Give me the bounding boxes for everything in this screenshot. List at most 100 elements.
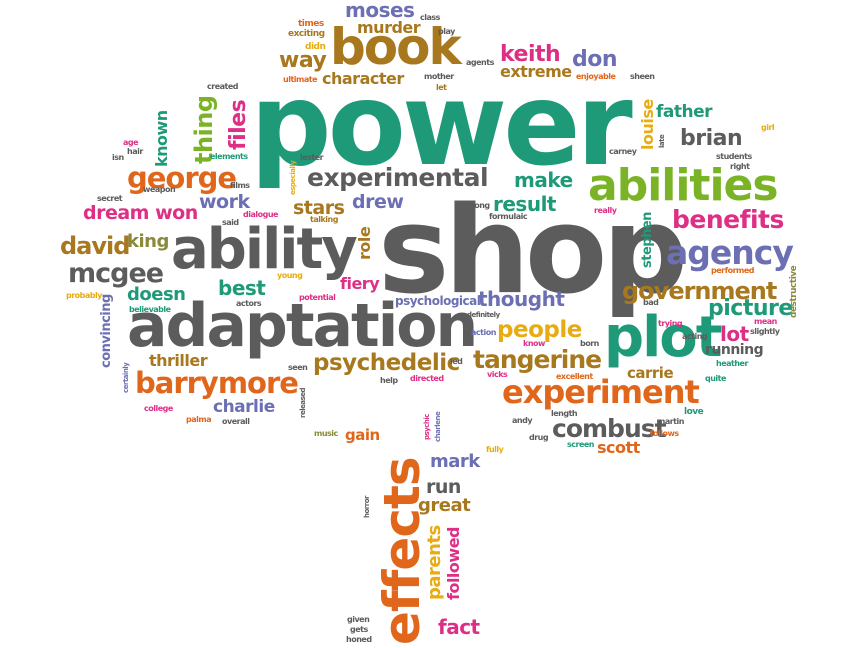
word-let: let [436, 83, 447, 92]
word-times: times [298, 19, 324, 29]
word-charlene: charlene [434, 411, 442, 442]
word-picture: picture [708, 296, 793, 321]
word-fully: fully [486, 445, 504, 454]
word-psychic: psychic [423, 414, 431, 440]
word-people: people [497, 317, 582, 343]
word-murder: murder [357, 18, 421, 37]
word-keith: keith [500, 42, 561, 67]
word-carrie: carrie [627, 364, 674, 382]
word-quite: quite [705, 374, 726, 383]
word-play: play [438, 27, 455, 36]
word-scott: scott [597, 438, 640, 457]
word-agents: agents [466, 58, 494, 67]
word-drew: drew [352, 191, 404, 213]
word-palma: palma [186, 415, 212, 424]
word-make: make [514, 168, 573, 192]
word-gets: gets [350, 625, 368, 634]
word-government: government [622, 277, 777, 305]
word-known: known [152, 110, 171, 167]
word-led: led [450, 357, 463, 366]
word-directed: directed [410, 374, 444, 383]
word-moses: moses [345, 0, 415, 22]
word-length: length [551, 409, 578, 418]
word-help: help [380, 376, 398, 385]
word-didn: didn [305, 42, 326, 52]
word-stars: stars [293, 197, 345, 219]
word-father: father [656, 102, 713, 122]
word-heather: heather [716, 359, 748, 368]
word-result: result [493, 192, 557, 216]
word-released: released [299, 388, 307, 418]
word-know: know [523, 339, 545, 348]
word-plot: plot [604, 305, 723, 370]
word-abilities: abilities [588, 160, 779, 211]
word-thriller: thriller [149, 351, 208, 370]
word-college: college [144, 404, 173, 413]
word-certainly: certainly [122, 362, 130, 393]
word-benefits: benefits [672, 205, 784, 234]
word-class: class [420, 13, 440, 22]
word-psychological: psychological [395, 294, 481, 308]
word-born: born [580, 339, 599, 348]
word-acting: acting [682, 332, 708, 341]
word-mother: mother [424, 72, 454, 81]
word-age: age [123, 138, 139, 147]
word-tangerine: tangerine [473, 345, 602, 374]
word-run: run [426, 476, 461, 498]
word-followed: followed [444, 527, 463, 600]
word-character: character [322, 69, 404, 88]
word-ability: ability [171, 217, 358, 282]
word-given: given [347, 615, 370, 624]
word-experiment: experiment [502, 373, 700, 411]
word-seen: seen [288, 363, 308, 372]
word-music: music [314, 429, 338, 438]
word-charlie: charlie [213, 397, 275, 417]
word-formulaic: formulaic [489, 212, 528, 221]
word-convincing: convincing [99, 294, 114, 368]
word-andy: andy [512, 416, 533, 425]
word-trying: trying [658, 319, 683, 328]
word-king: king [127, 231, 169, 252]
word-ultimate: ultimate [283, 75, 318, 84]
word-action: action [471, 328, 496, 337]
word-drug: drug [529, 433, 549, 442]
word-stephen: stephen [640, 212, 655, 268]
word-dream-won: dream won [83, 202, 198, 224]
word-mark: mark [430, 451, 480, 472]
word-destructive: destructive [789, 265, 799, 318]
word-really: really [594, 206, 617, 215]
word-believable: believable [129, 305, 171, 314]
word-brian: brian [680, 126, 743, 151]
word-running: running [705, 342, 764, 358]
word-young: young [277, 271, 303, 280]
word-fact: fact [438, 615, 480, 639]
word-dialogue: dialogue [243, 210, 278, 219]
word-long: long [472, 201, 490, 210]
word-performed: performed [711, 266, 755, 275]
word-sheen: sheen [630, 72, 655, 81]
word-thought: thought [478, 287, 565, 311]
word-lester: lester [300, 153, 324, 162]
word-lot: lot [720, 322, 749, 346]
word-excellent: excellent [556, 372, 593, 381]
word-girl: girl [761, 123, 775, 132]
word-effects: effects [373, 457, 431, 645]
word-great: great [418, 495, 471, 516]
word-david: david [60, 232, 130, 260]
word-overall: overall [222, 417, 250, 426]
word-talking: talking [310, 215, 338, 224]
word-enjoyable: enjoyable [576, 72, 616, 81]
word-actors: actors [236, 299, 262, 308]
word-slightly: slightly [750, 327, 780, 336]
word-doesn: doesn [127, 284, 186, 305]
word-potential: potential [299, 293, 336, 302]
word-george: george [127, 161, 237, 195]
word-screen: screen [567, 440, 595, 449]
word-created: created [207, 82, 239, 91]
word-exciting: exciting [288, 29, 325, 39]
word-right: right [730, 162, 750, 171]
word-love: love [684, 407, 704, 417]
word-experimental: experimental [307, 163, 489, 192]
word-way: way [279, 48, 327, 73]
